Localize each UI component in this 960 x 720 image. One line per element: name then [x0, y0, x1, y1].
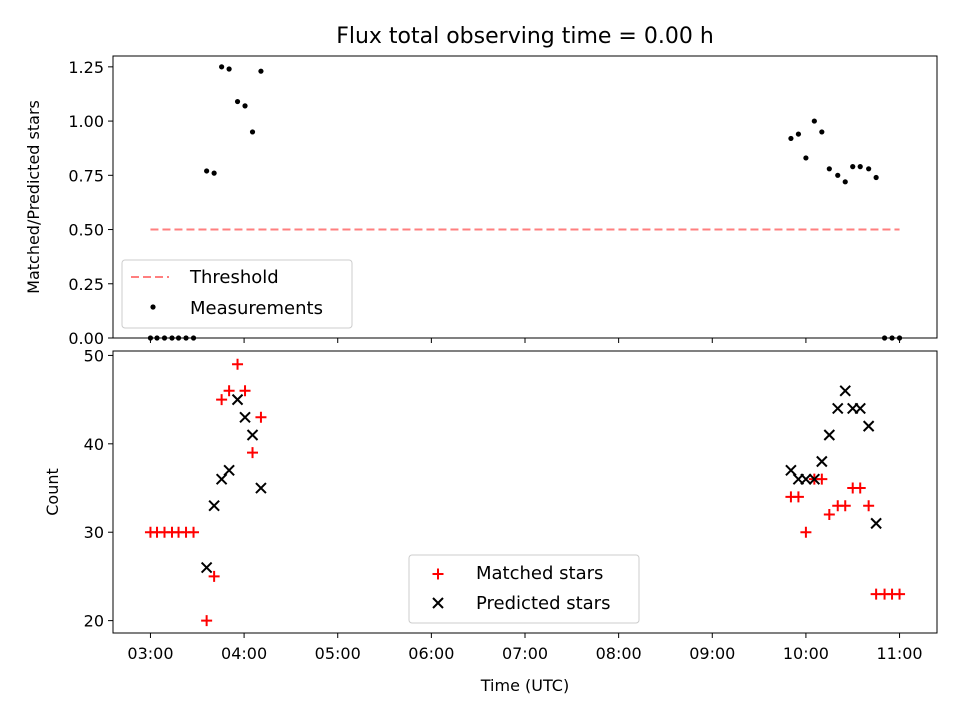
legend-predicted-swatch [432, 597, 444, 609]
legend-measurements-swatch [150, 304, 156, 310]
x-tick-label: 06:00 [408, 644, 454, 663]
legend-measurements-label: Measurements [190, 298, 323, 319]
y-tick-label: 30 [84, 523, 104, 542]
data-point [188, 526, 200, 538]
data-point [223, 464, 235, 477]
data-point [808, 473, 821, 485]
x-tick-label: 07:00 [502, 644, 548, 663]
data-point [788, 135, 794, 142]
x-tick-label: 04:00 [221, 644, 267, 663]
y-tick-label: 0.25 [68, 275, 104, 294]
legend-box [408, 554, 640, 624]
y-tick-label: 0.00 [68, 329, 104, 348]
data-point [850, 164, 856, 170]
y-tick-label: 1.00 [68, 112, 104, 131]
data-point [862, 420, 875, 432]
data-point [854, 482, 866, 494]
legend-matched-label: Matched stars [476, 563, 603, 584]
data-point [246, 429, 259, 441]
data-point [211, 170, 217, 176]
y-tick-label: 0.50 [68, 221, 104, 240]
y-axis-label: Matched/Predicted stars [24, 100, 43, 294]
y-axis-label: Count [43, 468, 62, 516]
data-point [870, 517, 882, 530]
x-tick-label: 08:00 [596, 644, 642, 663]
y-tick-label: 1.25 [68, 58, 104, 77]
data-point [234, 98, 241, 105]
data-point [247, 447, 259, 459]
data-point [816, 455, 828, 468]
data-point [201, 615, 213, 627]
data-point [223, 385, 235, 397]
data-point [795, 131, 802, 137]
data-point [231, 393, 244, 406]
data-point [894, 588, 906, 600]
data-point [839, 500, 851, 512]
data-point [816, 473, 828, 485]
y-tick-label: 50 [84, 346, 104, 365]
data-point [249, 129, 256, 135]
data-point [200, 561, 213, 574]
data-point [255, 482, 267, 494]
series-predicted-stars [200, 385, 882, 574]
data-point [819, 129, 825, 135]
x-tick-label: 10:00 [783, 644, 829, 663]
top-panel: 0.00 0.25 0.50 0.75 1.00 1.25 Matched/Predicte… [24, 55, 938, 348]
bottom-panel: 20 30 40 50 03:00 04:00 05:00 06:00 07:00 08:00 09… [43, 346, 938, 695]
data-point [208, 570, 220, 582]
legend-matched-swatch [432, 568, 444, 580]
series-matched-stars [144, 358, 906, 627]
data-point [842, 179, 848, 185]
data-point [835, 172, 841, 178]
data-point [239, 385, 251, 397]
data-point [803, 155, 809, 161]
legend-predicted-label: Predicted stars [476, 593, 610, 614]
data-point [800, 473, 812, 485]
y-tick-label: 40 [84, 435, 104, 454]
y-tick-label: 20 [84, 612, 104, 631]
data-point [863, 500, 875, 512]
x-tick-label: 09:00 [689, 644, 735, 663]
data-point [823, 429, 836, 441]
data-point [219, 64, 225, 70]
x-axis-label: Time (UTC) [480, 676, 569, 695]
data-point [204, 168, 210, 174]
data-point [826, 166, 832, 172]
x-tick-label: 11:00 [876, 644, 922, 663]
data-point [839, 385, 851, 397]
chart-title: Flux total observing time = 0.00 h [336, 24, 714, 49]
data-point [226, 66, 232, 72]
data-point [232, 358, 244, 370]
y-tick-label: 0.75 [68, 166, 104, 185]
data-point [239, 411, 251, 424]
data-point [258, 68, 264, 74]
data-point [857, 164, 863, 170]
x-tick-label: 05:00 [315, 644, 361, 663]
legend-threshold-label: Threshold [189, 267, 279, 288]
data-point [242, 103, 248, 109]
data-point [255, 411, 267, 423]
data-point [873, 174, 879, 181]
data-point [832, 402, 844, 415]
data-point [208, 499, 220, 512]
data-point [811, 118, 817, 124]
data-point [823, 509, 835, 521]
data-point [854, 402, 866, 415]
data-point [216, 394, 228, 406]
data-point [866, 166, 872, 172]
x-tick-label: 03:00 [127, 644, 173, 663]
data-point [800, 526, 812, 538]
data-point [792, 491, 804, 503]
legend-box [121, 259, 353, 329]
